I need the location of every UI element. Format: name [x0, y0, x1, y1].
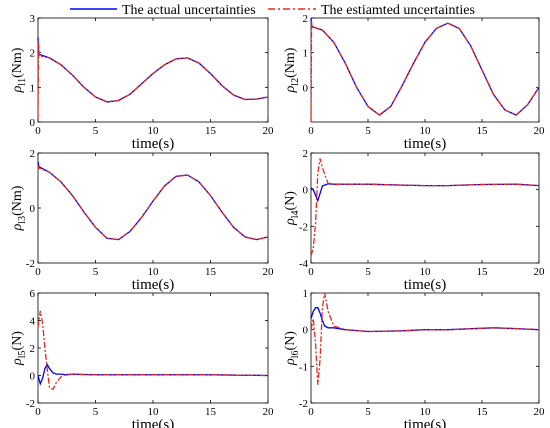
y-tick-label: 3 [30, 13, 36, 25]
x-tick-label: 0 [35, 125, 41, 137]
y-axis-label: ρl6(N) [283, 331, 301, 366]
plot-area [37, 152, 269, 264]
series-estimated-line [37, 164, 269, 241]
y-axis-label: ρl4(N) [283, 191, 301, 226]
y-tick-label: -2 [299, 221, 308, 233]
y-tick-label: 1 [30, 82, 36, 94]
x-tick-label: 5 [93, 406, 99, 418]
y-axis-label: ρl1(Nm) [10, 47, 28, 93]
x-tick-label: 15 [205, 266, 217, 278]
plot-area [310, 152, 540, 264]
y-tick-label: 2 [30, 148, 36, 160]
x-axis-label: time(s) [404, 417, 447, 428]
series-estimated-line [310, 158, 540, 256]
y-tick-label: 1 [303, 48, 309, 60]
x-tick-label: 5 [93, 266, 99, 278]
x-tick-label: 10 [420, 406, 432, 418]
plot-area [310, 292, 540, 404]
y-tick-label: 2 [30, 48, 36, 60]
y-tick-label: 4 [30, 316, 36, 328]
series-actual-line [310, 17, 540, 116]
x-tick-label: 0 [35, 406, 41, 418]
y-tick-label: 2 [303, 148, 309, 160]
y-tick-label: 0 [303, 325, 309, 337]
y-tick-label: 6 [30, 288, 36, 300]
y-tick-label: 0 [30, 117, 36, 129]
x-tick-label: 20 [534, 266, 546, 278]
y-tick-label: 2 [303, 13, 309, 25]
x-tick-label: 20 [263, 125, 275, 137]
x-tick-label: 20 [263, 266, 275, 278]
x-tick-label: 10 [148, 406, 160, 418]
x-tick-label: 15 [477, 266, 489, 278]
x-tick-label: 5 [365, 125, 371, 137]
subplot-1: 0 5 10 15 20 0 1 2 3 time(s) ρl1(Nm) [10, 13, 274, 152]
x-tick-label: 20 [263, 406, 275, 418]
subplot-6: 0 5 10 15 20 -2 -1 0 1 time(s) ρl6(N) [283, 288, 545, 428]
y-axis-label: ρl2(Nm) [283, 47, 301, 93]
x-tick-label: 15 [477, 406, 489, 418]
x-axis-label: time(s) [404, 136, 447, 152]
x-tick-label: 15 [205, 406, 217, 418]
x-tick-label: 0 [35, 266, 41, 278]
plot-area [310, 17, 540, 123]
legend-actual-label: The actual uncertainties [122, 3, 256, 18]
x-axis-label: time(s) [132, 417, 175, 428]
x-tick-label: 20 [534, 125, 546, 137]
legend: The actual uncertainties The estiamted u… [70, 3, 475, 18]
y-tick-label: 0 [303, 82, 309, 94]
series-estimated-line [37, 310, 269, 391]
series-actual-line [37, 363, 269, 386]
y-tick-label: 0 [30, 203, 36, 215]
x-tick-label: 0 [308, 406, 314, 418]
y-tick-label: -2 [26, 398, 35, 410]
subplot-2: 0 5 10 15 20 0 1 2 time(s) ρl2(Nm) [283, 13, 545, 152]
series-estimated-line [37, 42, 269, 119]
x-axis-label: time(s) [404, 277, 447, 293]
y-tick-label: 0 [303, 185, 309, 197]
y-tick-label: 2 [30, 343, 36, 355]
y-axis-label: ρl3(Nm) [10, 185, 28, 231]
x-axis-label: time(s) [132, 136, 175, 152]
subplot-4: 0 5 10 15 20 -4 -2 0 2 time(s) ρl4(N) [283, 148, 545, 293]
plot-area [37, 17, 269, 123]
x-axis-label: time(s) [132, 277, 175, 293]
x-tick-label: 15 [205, 125, 217, 137]
x-tick-label: 5 [365, 406, 371, 418]
x-tick-label: 10 [420, 125, 432, 137]
y-axis-label: ρl5(N) [10, 331, 28, 366]
x-tick-label: 5 [365, 266, 371, 278]
x-tick-label: 20 [534, 406, 546, 418]
x-tick-label: 10 [148, 125, 160, 137]
x-tick-label: 10 [148, 266, 160, 278]
y-tick-label: -2 [26, 258, 35, 270]
x-tick-label: 15 [477, 125, 489, 137]
x-tick-label: 5 [93, 125, 99, 137]
y-tick-label: 1 [303, 288, 309, 300]
x-tick-label: 0 [308, 266, 314, 278]
x-tick-label: 0 [308, 125, 314, 137]
y-tick-label: 0 [30, 371, 36, 383]
plot-area [37, 292, 269, 404]
y-tick-label: -1 [299, 361, 308, 373]
legend-estimated-label: The estiamted uncertainties [321, 3, 475, 18]
series-estimated-line [310, 292, 540, 385]
y-tick-label: -4 [299, 258, 309, 270]
x-tick-label: 10 [420, 266, 432, 278]
y-tick-label: -2 [299, 398, 308, 410]
